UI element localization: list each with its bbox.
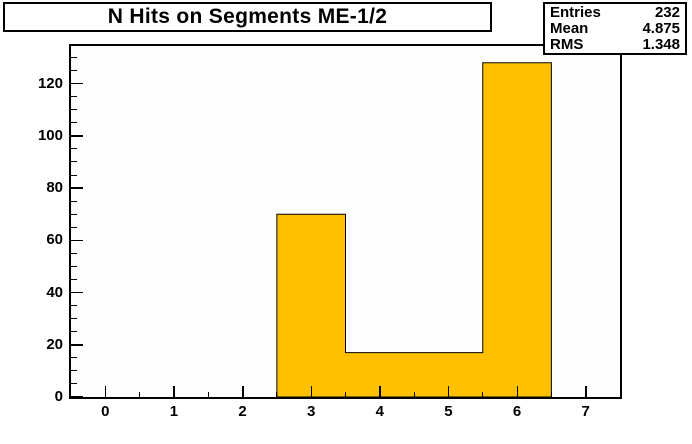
x-major-tick: [585, 386, 587, 397]
y-tick-label: 60: [46, 231, 63, 249]
x-tick-label: 6: [512, 403, 522, 420]
y-minor-tick: [71, 161, 77, 163]
stats-row-rms: RMS 1.348: [550, 37, 680, 53]
y-minor-tick: [71, 331, 77, 333]
stats-value-entries: 232: [654, 4, 680, 21]
y-minor-tick: [71, 56, 77, 58]
x-minor-tick: [413, 392, 415, 397]
x-minor-tick: [276, 392, 278, 397]
y-minor-tick: [71, 148, 77, 150]
x-minor-tick: [482, 392, 484, 397]
y-tick-label: 120: [37, 74, 63, 92]
x-major-tick: [379, 386, 381, 397]
y-minor-tick: [71, 370, 77, 372]
y-minor-tick: [71, 213, 77, 215]
page-title: N Hits on Segments ME-1/2: [107, 5, 388, 28]
y-major-tick: [71, 187, 83, 189]
y-minor-tick: [71, 318, 77, 320]
y-tick-label: 80: [46, 179, 63, 197]
stats-value-rms: 1.348: [642, 36, 680, 53]
stats-row-mean: Mean 4.875: [550, 21, 680, 37]
x-major-tick: [310, 386, 313, 397]
x-tick-label: 4: [375, 403, 384, 420]
x-tick-label: 2: [238, 403, 247, 420]
y-tick-label: 40: [46, 283, 63, 301]
x-major-tick: [173, 386, 175, 397]
stats-label-rms: RMS: [550, 36, 584, 53]
title-box: N Hits on Segments ME-1/2: [3, 2, 492, 32]
stats-box: Entries 232 Mean 4.875 RMS 1.348: [543, 2, 687, 55]
stats-label-entries: Entries: [550, 4, 601, 21]
x-major-tick: [104, 386, 107, 397]
y-minor-tick: [71, 357, 77, 359]
y-minor-tick: [71, 70, 77, 72]
x-minor-tick: [207, 392, 209, 397]
y-minor-tick: [71, 96, 77, 98]
y-minor-tick: [71, 226, 77, 228]
y-tick-label: 100: [37, 126, 63, 144]
y-minor-tick: [71, 200, 77, 202]
y-major-tick: [71, 291, 83, 294]
x-major-tick: [447, 386, 450, 397]
histogram-bars: [276, 62, 552, 397]
y-minor-tick: [71, 109, 77, 111]
x-major-tick: [242, 386, 244, 397]
x-tick-label: 3: [307, 403, 316, 420]
y-major-tick: [71, 396, 83, 398]
y-minor-tick: [71, 305, 77, 307]
y-minor-tick: [71, 265, 77, 267]
y-tick-label: 0: [54, 388, 63, 405]
stats-label-mean: Mean: [550, 20, 589, 37]
y-major-tick: [71, 239, 83, 242]
histogram-plot: [276, 62, 552, 397]
x-tick-label: 5: [444, 403, 453, 420]
x-minor-tick: [550, 392, 552, 397]
y-minor-tick: [71, 252, 77, 254]
y-major-tick: [71, 135, 83, 137]
x-tick-label: 7: [581, 403, 590, 420]
x-minor-tick: [345, 392, 346, 397]
x-major-tick: [516, 386, 519, 397]
plot-frame: [69, 44, 622, 399]
y-minor-tick: [71, 383, 77, 385]
y-major-tick: [71, 344, 83, 346]
stats-row-entries: Entries 232: [550, 5, 680, 21]
x-tick-label: 1: [169, 403, 179, 420]
y-major-tick: [71, 82, 83, 85]
x-minor-tick: [139, 392, 141, 397]
y-minor-tick: [71, 174, 77, 176]
stats-value-mean: 4.875: [642, 20, 680, 37]
y-minor-tick: [71, 122, 77, 124]
y-minor-tick: [71, 278, 77, 280]
x-tick-label: 0: [101, 403, 110, 420]
y-tick-label: 20: [46, 335, 63, 353]
